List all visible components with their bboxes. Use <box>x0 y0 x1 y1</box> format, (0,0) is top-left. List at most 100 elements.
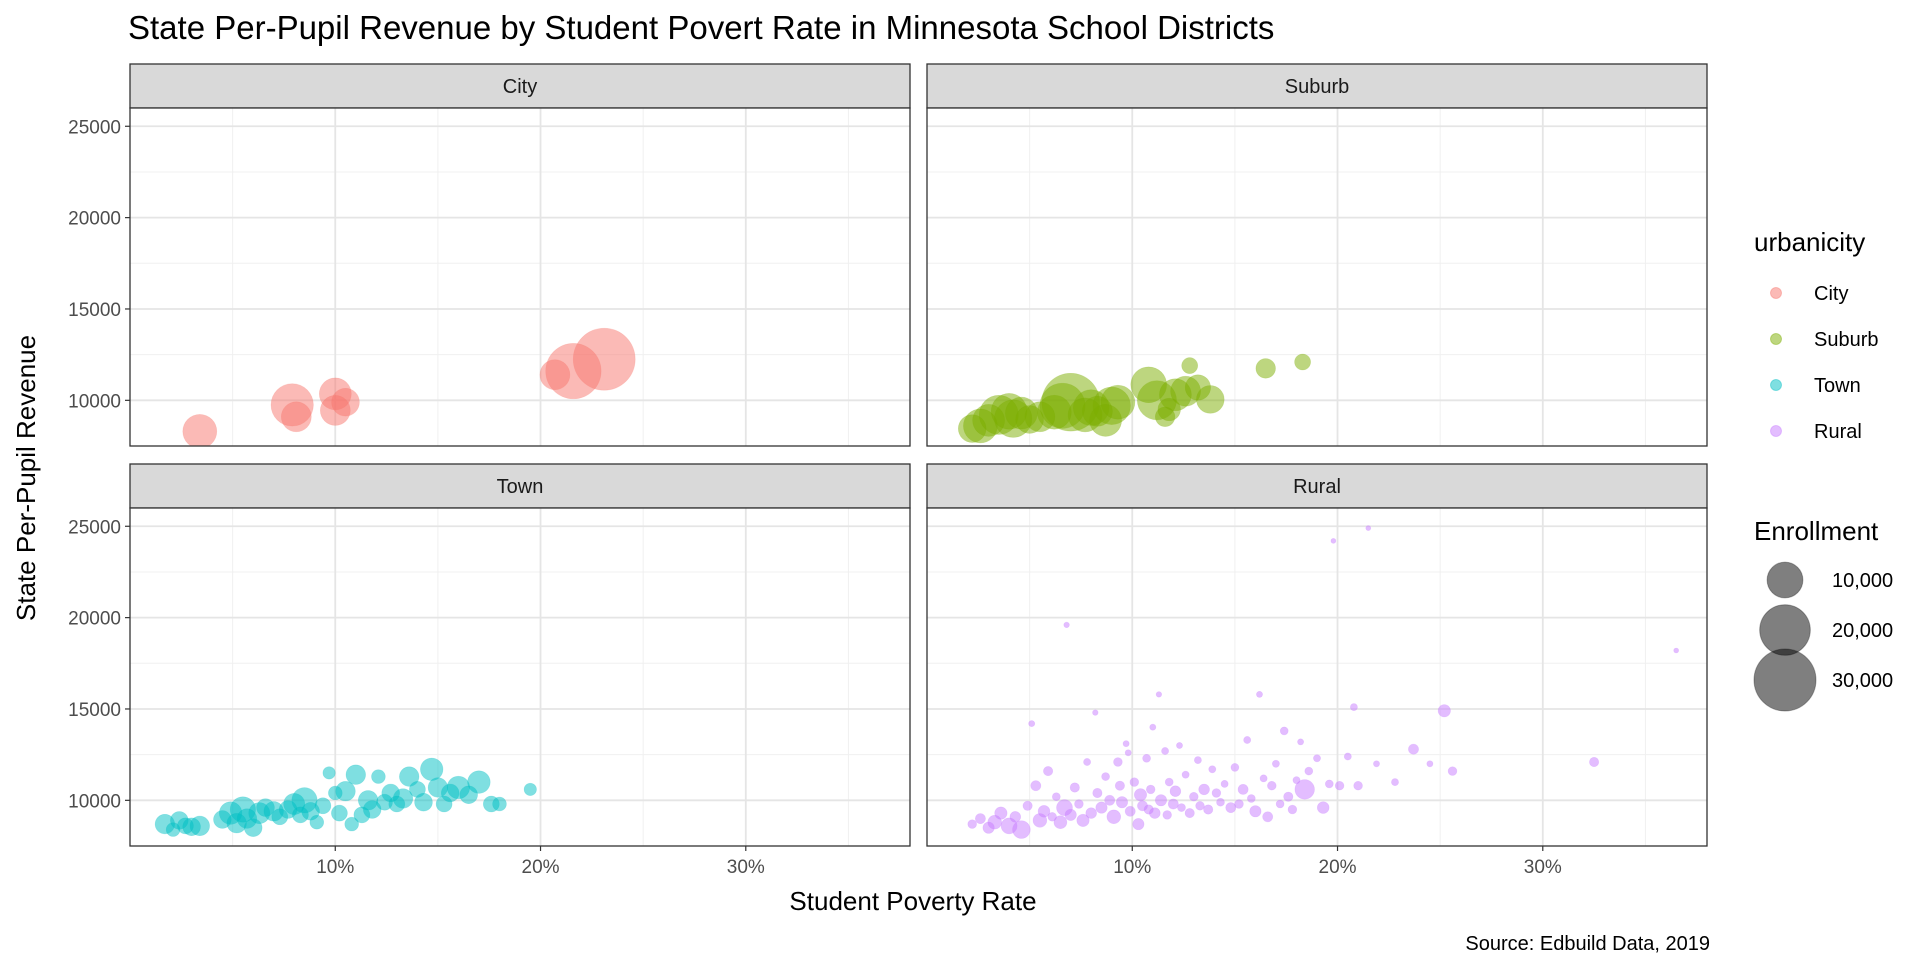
data-point <box>967 819 977 829</box>
data-point <box>353 806 371 824</box>
size-legend-label: 30,000 <box>1832 670 1893 692</box>
legend-key-town <box>1770 379 1782 391</box>
strip-label-city: City <box>503 76 537 98</box>
data-point <box>1101 772 1110 781</box>
data-point <box>292 806 309 824</box>
data-point <box>1052 792 1061 802</box>
data-point <box>1391 778 1399 786</box>
data-point <box>1272 759 1280 768</box>
data-point <box>1589 756 1600 767</box>
panel-border-rural <box>926 507 1708 847</box>
legend-label-city: City <box>1814 283 1848 305</box>
legend-label-rural: Rural <box>1814 421 1862 443</box>
data-point <box>1129 777 1140 787</box>
data-point <box>1154 406 1176 427</box>
data-point <box>344 816 359 832</box>
data-point <box>1234 799 1244 809</box>
data-point <box>994 806 1008 820</box>
data-point <box>1030 780 1042 792</box>
data-point <box>1334 780 1345 791</box>
data-point <box>1082 395 1113 427</box>
data-point <box>435 795 453 813</box>
x-tick-label: 10% <box>1113 857 1151 878</box>
data-point <box>1247 794 1256 803</box>
data-point <box>371 769 386 784</box>
plot-area-town <box>130 508 910 846</box>
panel-town: Town 10000 15000 20000 25000 10% 20% 30% <box>68 463 911 878</box>
y-axis-title: State Per-Pupil Revenue <box>11 335 41 621</box>
data-point <box>1092 709 1099 716</box>
data-point <box>1262 811 1274 823</box>
data-point <box>1211 788 1222 798</box>
data-point <box>1225 802 1237 813</box>
strip-town <box>129 463 911 509</box>
data-point <box>1275 799 1285 809</box>
data-point <box>1243 736 1252 744</box>
data-point <box>1208 765 1217 774</box>
data-point <box>1287 804 1298 815</box>
data-point <box>1155 794 1168 807</box>
data-point <box>1447 766 1458 776</box>
data-point <box>1304 766 1314 776</box>
data-point <box>165 822 181 837</box>
legend-key-suburb <box>1770 333 1782 345</box>
data-point <box>1083 758 1091 766</box>
data-point <box>1037 805 1051 818</box>
data-point <box>309 814 324 830</box>
data-point <box>957 414 987 443</box>
data-point <box>1047 812 1057 822</box>
data-point <box>1373 760 1380 768</box>
data-point <box>1169 785 1182 797</box>
data-point <box>1124 805 1136 817</box>
data-point <box>1220 780 1229 788</box>
data-point <box>1181 357 1198 374</box>
data-point <box>1316 801 1330 814</box>
data-point <box>322 766 336 780</box>
data-point <box>1325 779 1334 789</box>
data-point <box>1022 800 1033 811</box>
data-point <box>1184 808 1195 819</box>
points-town <box>154 757 537 837</box>
data-point <box>1104 794 1116 806</box>
data-point <box>1255 358 1276 379</box>
data-point <box>328 785 343 801</box>
data-point <box>1176 742 1183 749</box>
data-point <box>1189 791 1199 802</box>
data-point <box>1143 804 1154 815</box>
data-point <box>1064 808 1077 821</box>
legend: urbanicity Enrollment City Suburb Town Rura… <box>1753 227 1893 712</box>
data-point <box>982 821 995 834</box>
points-suburb <box>957 353 1311 444</box>
data-point <box>1085 807 1097 819</box>
chart-caption: Source: Edbuild Data, 2019 <box>1465 933 1710 955</box>
data-point <box>1256 691 1263 698</box>
x-tick-label: 20% <box>522 857 560 878</box>
data-point <box>1142 753 1151 763</box>
data-point <box>244 818 263 837</box>
data-point <box>1043 766 1054 777</box>
size-legend-key <box>1753 648 1817 712</box>
data-point <box>459 785 478 804</box>
data-point <box>1294 779 1315 800</box>
y-tick-label: 10000 <box>68 391 121 412</box>
data-point <box>280 401 312 433</box>
data-point <box>314 797 332 815</box>
data-point <box>1106 809 1122 824</box>
data-point <box>1237 784 1249 795</box>
y-tick-label: 15000 <box>68 300 121 321</box>
color-legend-title: urbanicity <box>1754 227 1865 257</box>
data-point <box>975 813 986 824</box>
data-point <box>388 795 406 813</box>
data-point <box>331 388 360 417</box>
panel-rural: Rural 10% 20% 30% <box>926 463 1708 878</box>
data-point <box>1076 813 1090 827</box>
legend-key-city <box>1770 287 1782 299</box>
size-legend-title: Enrollment <box>1754 516 1879 546</box>
data-point <box>1116 796 1129 809</box>
data-point <box>1009 811 1021 823</box>
data-point <box>1184 374 1211 401</box>
plot-area-rural <box>927 508 1707 846</box>
panel-border-city <box>129 107 911 447</box>
data-point <box>1181 770 1190 779</box>
data-point <box>1203 804 1214 815</box>
